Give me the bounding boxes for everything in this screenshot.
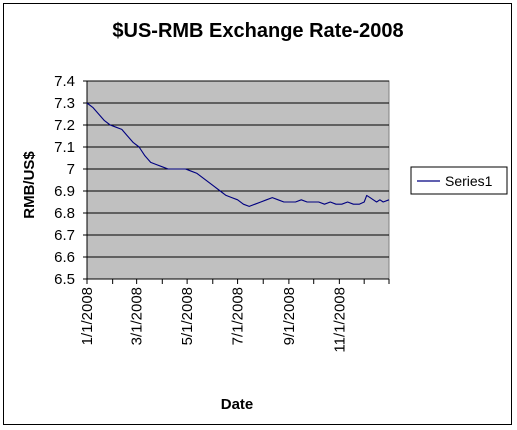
x-tick-label: 11/1/2008: [331, 287, 348, 353]
plot-area: 7.4 7.3 7.2 7.1 7 6.9 6.8 6.7 6.6 6.51/1/2008 3/1/…: [54, 73, 390, 353]
y-axis-label: RMB/US$: [21, 151, 38, 219]
y-tick-label: 6.7: [54, 227, 75, 244]
chart-title: $US-RMB Exchange Rate-2008: [112, 20, 403, 42]
y-tick-label: 7.4: [54, 73, 75, 90]
x-tick-label: 5/1/2008: [179, 287, 196, 345]
y-tick-label: 7.1: [54, 139, 75, 156]
legend-label-series1: Series1: [445, 173, 493, 189]
legend: Series1: [410, 166, 508, 195]
series-line-1: [86, 102, 390, 207]
y-tick-label: 6.5: [54, 271, 75, 288]
y-tick-label: 7.3: [54, 95, 75, 112]
x-tick-label: 3/1/2008: [129, 287, 146, 345]
y-tick-label: 7: [67, 161, 75, 178]
x-tick-label: 1/1/2008: [79, 287, 96, 345]
y-tick-label: 6.9: [54, 183, 75, 200]
y-tick-label: 7.2: [54, 117, 75, 134]
x-tick-label: 9/1/2008: [281, 287, 298, 345]
x-tick-label: 7/1/2008: [230, 287, 247, 345]
x-axis-label: Date: [221, 396, 254, 413]
y-tick-label: 6.8: [54, 205, 75, 222]
plot-background: [86, 80, 390, 280]
y-tick-label: 6.6: [54, 249, 75, 266]
